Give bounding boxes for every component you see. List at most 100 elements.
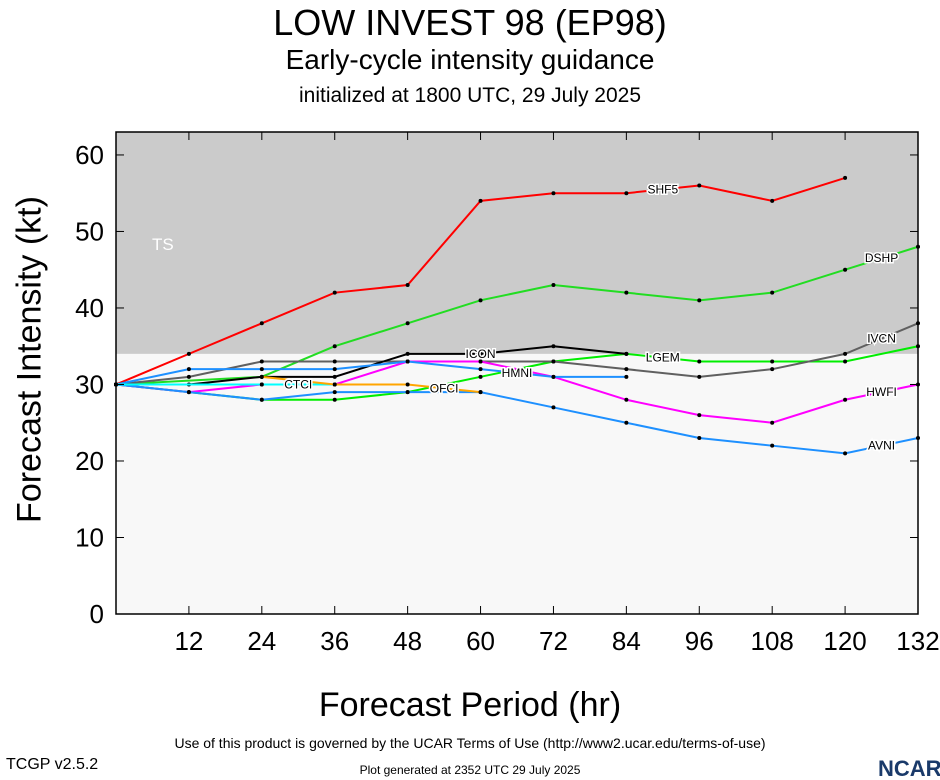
y-tick-label: 60	[75, 140, 104, 170]
data-point	[259, 374, 264, 379]
series-label-ivcn: IVCN	[867, 332, 896, 346]
data-point	[478, 374, 483, 379]
series-label-hmni: HMNI	[502, 366, 533, 380]
data-point	[551, 283, 556, 288]
x-tick-label: 72	[539, 626, 568, 656]
data-point	[551, 191, 556, 196]
data-point	[697, 183, 702, 188]
y-tick-label: 0	[90, 599, 104, 629]
data-point	[332, 344, 337, 349]
series-label-hwfi: HWFI	[866, 385, 897, 399]
data-point	[843, 451, 848, 456]
data-point	[624, 374, 629, 379]
y-tick-label: 50	[75, 216, 104, 246]
x-tick-label: 108	[750, 626, 793, 656]
data-point	[770, 198, 775, 203]
version-text: TCGP v2.5.2	[6, 756, 99, 773]
series-label-ofci: OFCI	[430, 381, 459, 395]
data-point	[332, 374, 337, 379]
data-point	[186, 374, 191, 379]
data-point	[259, 397, 264, 402]
data-point	[697, 374, 702, 379]
data-point	[697, 436, 702, 441]
y-tick-label: 30	[75, 369, 104, 399]
data-point	[624, 367, 629, 372]
below-ts-region	[116, 353, 918, 614]
plot-frame	[115, 131, 919, 615]
data-point	[332, 390, 337, 395]
data-point	[843, 267, 848, 272]
data-point	[186, 351, 191, 356]
generated-text: Plot generated at 2352 UTC 29 July 2025	[359, 763, 581, 777]
chart-title: LOW INVEST 98 (EP98)	[273, 2, 667, 43]
series-label-lgem: LGEM	[646, 351, 680, 365]
y-tick-label: 10	[75, 522, 104, 552]
y-tick-label: 40	[75, 293, 104, 323]
data-point	[405, 351, 410, 356]
chart-init-time: initialized at 1800 UTC, 29 July 2025	[298, 84, 642, 107]
series-label-shf5: SHF5	[647, 182, 678, 196]
data-point	[478, 390, 483, 395]
data-point	[259, 321, 264, 326]
data-point	[259, 367, 264, 372]
ts-band	[116, 132, 918, 354]
series-line-avni	[115, 383, 919, 455]
series-line-ofci	[261, 375, 481, 394]
data-point	[624, 290, 629, 295]
data-point	[843, 359, 848, 364]
series-label-dshp: DSHP	[865, 251, 898, 265]
y-axis-label: Forecast Intensity (kt)	[10, 196, 49, 523]
data-point	[624, 191, 629, 196]
data-point	[332, 359, 337, 364]
series-line-hmni	[115, 360, 627, 386]
data-point	[332, 382, 337, 387]
x-tick-label: 12	[174, 626, 203, 656]
data-point	[843, 351, 848, 356]
y-tick-label: 20	[75, 446, 104, 476]
data-point	[478, 351, 483, 356]
data-point	[551, 344, 556, 349]
data-point	[186, 390, 191, 395]
data-point	[478, 298, 483, 303]
data-point	[478, 367, 483, 372]
ncar-logo: NCAR	[878, 756, 940, 780]
series-label-ctci: CTCI	[284, 377, 312, 391]
series-label-icon: ICON	[466, 347, 496, 361]
data-point	[405, 321, 410, 326]
data-point	[259, 359, 264, 364]
data-point	[186, 367, 191, 372]
data-point	[770, 290, 775, 295]
data-point	[770, 359, 775, 364]
data-point	[332, 290, 337, 295]
data-point	[843, 397, 848, 402]
terms-text: Use of this product is governed by the U…	[174, 735, 766, 751]
x-axis-label: Forecast Period (hr)	[318, 686, 622, 724]
data-point	[624, 420, 629, 425]
series-label-avni: AVNI	[868, 439, 895, 453]
data-point	[551, 374, 556, 379]
data-point	[697, 359, 702, 364]
data-point	[478, 198, 483, 203]
data-point	[697, 298, 702, 303]
x-tick-label: 96	[685, 626, 714, 656]
data-point	[405, 390, 410, 395]
data-point	[697, 413, 702, 418]
data-point	[551, 405, 556, 410]
data-point	[551, 359, 556, 364]
data-point	[624, 397, 629, 402]
x-tick-label: 60	[466, 626, 495, 656]
chart-subtitle: Early-cycle intensity guidance	[285, 44, 655, 75]
data-point	[478, 359, 483, 364]
data-point	[843, 175, 848, 180]
data-point	[770, 420, 775, 425]
data-point	[259, 382, 264, 387]
x-tick-label: 84	[612, 626, 641, 656]
data-point	[770, 367, 775, 372]
data-point	[405, 382, 410, 387]
data-point	[405, 283, 410, 288]
x-tick-label: 48	[393, 626, 422, 656]
data-point	[332, 397, 337, 402]
x-tick-label: 120	[823, 626, 866, 656]
